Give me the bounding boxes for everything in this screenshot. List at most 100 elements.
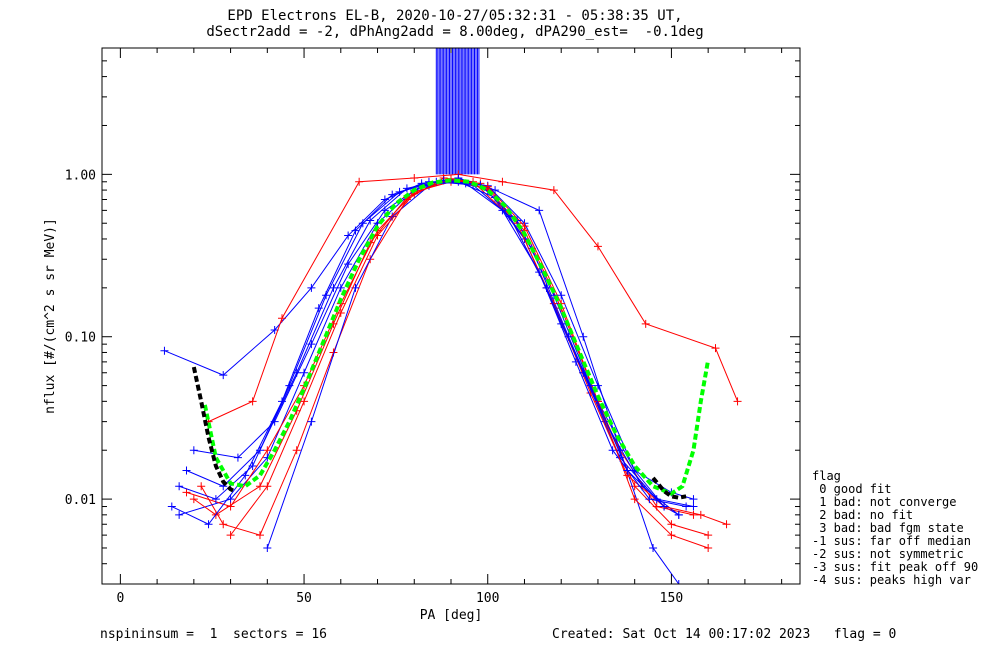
data-point <box>674 580 683 584</box>
legend-entry: -4 sus: peaks high var <box>812 573 971 587</box>
legend-title: flag <box>812 469 841 483</box>
data-point <box>189 446 198 455</box>
data-point <box>623 466 632 475</box>
data-point <box>696 510 705 519</box>
data-point <box>689 495 698 504</box>
series-line <box>208 173 739 423</box>
legend-entry: 0 good fit <box>812 482 892 496</box>
data-point <box>733 397 742 406</box>
legend-entry: 3 bad: bad fgm state <box>812 521 964 535</box>
series-line <box>230 178 709 549</box>
data-point <box>355 177 364 186</box>
data-point <box>175 482 184 491</box>
data-point <box>722 520 731 529</box>
data-point <box>711 344 720 353</box>
data-point <box>344 231 353 240</box>
fit-curve <box>651 476 687 500</box>
data-point <box>292 446 301 455</box>
series-line <box>179 179 694 516</box>
data-point <box>535 206 544 215</box>
data-point <box>645 495 654 504</box>
legend-entry: 2 bad: no fit <box>812 508 914 522</box>
data-point <box>402 184 411 193</box>
data-point <box>307 417 316 426</box>
data-point <box>660 502 669 511</box>
data-point <box>557 291 566 300</box>
data-point <box>219 371 228 380</box>
data-point <box>579 368 588 377</box>
data-point <box>248 397 257 406</box>
data-point <box>674 510 683 519</box>
data-point <box>542 283 551 292</box>
data-point <box>667 531 676 540</box>
data-point <box>204 520 213 529</box>
data-point <box>491 186 500 195</box>
data-point <box>233 453 242 462</box>
y-tick-label: 0.10 <box>65 331 96 346</box>
data-point <box>579 332 588 341</box>
series-line <box>186 179 665 507</box>
data-point <box>704 543 713 552</box>
data-point <box>649 543 658 552</box>
series-line <box>193 181 680 516</box>
data-point <box>520 222 529 231</box>
fit-curve <box>191 366 236 493</box>
series-line <box>193 179 727 525</box>
x-tick-label: 50 <box>296 591 312 606</box>
data-point <box>182 466 191 475</box>
data-point <box>255 482 264 491</box>
data-point <box>292 368 301 377</box>
series-line <box>266 177 680 584</box>
data-point <box>300 397 309 406</box>
data-point <box>263 446 272 455</box>
data-point <box>248 461 257 470</box>
data-point <box>641 319 650 328</box>
chart-title: EPD Electrons EL-B, 2020-10-27/05:32:31 … <box>227 8 683 24</box>
data-point <box>366 216 375 225</box>
x-tick-label: 100 <box>476 591 499 606</box>
data-point <box>255 446 264 455</box>
footer-right-info: Created: Sat Oct 14 00:17:02 2023 flag =… <box>552 627 897 642</box>
data-point <box>300 368 309 377</box>
legend-entry: -2 sus: not symmetric <box>812 547 964 561</box>
data-point <box>189 495 198 504</box>
data-point <box>329 283 338 292</box>
data-point <box>336 283 345 292</box>
series-line <box>200 177 694 536</box>
data-point <box>175 510 184 519</box>
y-tick-label: 1.00 <box>65 168 96 183</box>
x-tick-label: 150 <box>660 591 683 606</box>
legend-entry: -3 sus: fit peak off 90 <box>812 560 979 574</box>
data-point <box>322 291 331 300</box>
series-line <box>186 181 709 536</box>
data-point <box>307 283 316 292</box>
data-point <box>263 543 272 552</box>
data-point <box>535 268 544 277</box>
y-axis-label: nflux [#/(cm^2 s sr MeV)] <box>43 218 58 414</box>
data-point <box>410 173 419 182</box>
data-point <box>255 531 264 540</box>
data-point <box>219 520 228 529</box>
data-point <box>197 482 206 491</box>
chart-subtitle: dSectr2add = -2, dPhAng2add = 8.00deg, d… <box>206 24 704 40</box>
series-line <box>164 178 680 516</box>
data-point <box>263 482 272 491</box>
data-point <box>278 314 287 323</box>
data-point <box>630 495 639 504</box>
data-point <box>483 182 492 191</box>
x-tick-label: 0 <box>116 591 124 606</box>
data-point <box>336 308 345 317</box>
data-point <box>358 219 367 228</box>
data-point <box>167 502 176 511</box>
data-point <box>498 177 507 186</box>
data-point <box>314 304 323 313</box>
data-point <box>593 242 602 251</box>
data-point <box>160 346 169 355</box>
footer-left-info: nspininsum = 1 sectors = 16 <box>100 627 327 642</box>
data-point <box>182 488 191 497</box>
data-point <box>667 520 676 529</box>
legend-entry: 1 bad: not converge <box>812 495 957 509</box>
data-point <box>373 231 382 240</box>
data-point <box>682 502 691 511</box>
data-point <box>211 495 220 504</box>
